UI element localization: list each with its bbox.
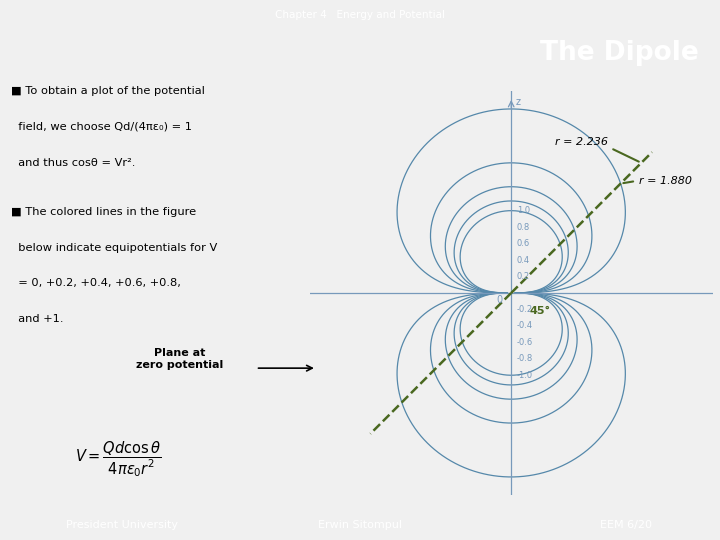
Text: President University: President University [66,520,179,530]
Text: 1.0: 1.0 [517,206,530,215]
Text: ■ The colored lines in the figure: ■ The colored lines in the figure [11,207,196,217]
Text: r = 1.880: r = 1.880 [624,176,692,186]
Text: $V = \dfrac{Qd\cos\theta}{4\pi\varepsilon_0 r^2}$: $V = \dfrac{Qd\cos\theta}{4\pi\varepsilo… [76,439,162,479]
Text: 0: 0 [496,295,503,305]
Text: 45°: 45° [529,306,550,315]
Text: and +1.: and +1. [11,314,63,325]
Text: 0.8: 0.8 [517,222,530,232]
Text: -0.2: -0.2 [517,305,533,314]
Text: ■ To obtain a plot of the potential: ■ To obtain a plot of the potential [11,86,204,96]
Text: Plane at
zero potential: Plane at zero potential [136,348,224,370]
Text: Chapter 4   Energy and Potential: Chapter 4 Energy and Potential [275,10,445,20]
Text: -0.8: -0.8 [517,354,534,363]
Text: EEM 6/20: EEM 6/20 [600,520,652,530]
Text: = 0, +0.2, +0.4, +0.6, +0.8,: = 0, +0.2, +0.4, +0.6, +0.8, [11,279,181,288]
Text: below indicate equipotentials for V: below indicate equipotentials for V [11,242,217,253]
Text: -0.4: -0.4 [517,321,533,330]
Text: z: z [516,97,521,107]
Text: The Dipole: The Dipole [540,40,698,66]
Text: 0.2: 0.2 [517,272,530,281]
Text: 0.6: 0.6 [517,239,530,248]
Text: Erwin Sitompul: Erwin Sitompul [318,520,402,530]
Text: 0.4: 0.4 [517,255,530,265]
Text: -1.0: -1.0 [517,371,533,380]
Text: r = 2.236: r = 2.236 [555,137,639,161]
Text: and thus cosθ = Vr².: and thus cosθ = Vr². [11,158,135,168]
Text: -0.6: -0.6 [517,338,534,347]
Text: field, we choose Qd/(4πε₀) = 1: field, we choose Qd/(4πε₀) = 1 [11,122,192,132]
